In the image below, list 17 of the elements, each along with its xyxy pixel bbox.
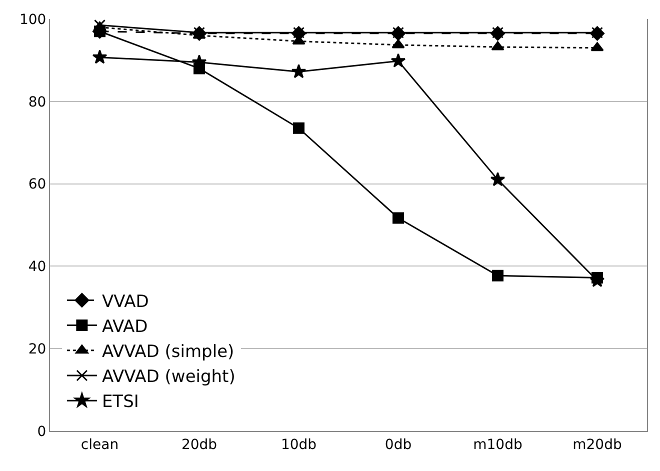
x-tick-label: m10db: [473, 436, 522, 453]
x-tick-label: m20db: [572, 436, 622, 453]
x-tick-label: 10db: [280, 436, 317, 453]
y-tick-label: 40: [28, 259, 46, 276]
legend-label: AVAD: [102, 316, 148, 337]
legend-label: AVVAD (simple): [102, 342, 234, 362]
y-tick-label: 20: [28, 342, 46, 358]
legend-label: ETSI: [102, 392, 139, 412]
y-tick-label: 100: [19, 12, 46, 28]
x-tick-label: 0db: [384, 436, 412, 453]
y-tick-label: 60: [28, 176, 46, 193]
x-tick-label: 20db: [181, 436, 218, 453]
y-tick-label: 80: [28, 94, 46, 110]
y-tick-label: 0: [37, 424, 46, 440]
legend-label: AVVAD (weight): [102, 367, 236, 388]
x-tick-label: clean: [80, 436, 119, 453]
legend-label: VVAD: [102, 292, 149, 312]
